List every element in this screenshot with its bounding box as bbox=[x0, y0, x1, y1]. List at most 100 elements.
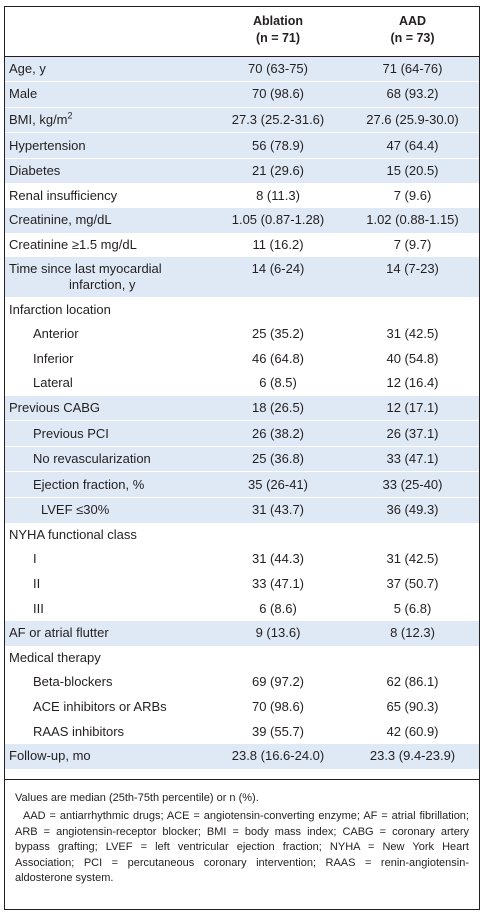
table-row: Age, y 70 (63-75) 71 (64-76) bbox=[5, 56, 479, 82]
cell-aad: 7 (9.6) bbox=[346, 183, 479, 208]
row-label: ACE inhibitors or ARBs bbox=[5, 695, 210, 720]
table-row: AF or atrial flutter 9 (13.6) 8 (12.3) bbox=[5, 621, 479, 646]
table-row: Renal insufficiency 8 (11.3) 7 (9.6) bbox=[5, 183, 479, 208]
cell-ablation: 1.05 (0.87-1.28) bbox=[210, 208, 346, 233]
cell-aad: 12 (17.1) bbox=[346, 396, 479, 421]
row-label: Anterior bbox=[5, 322, 210, 347]
table-row: II 33 (47.1) 37 (50.7) bbox=[5, 572, 479, 597]
row-label: AF or atrial flutter bbox=[5, 621, 210, 646]
cell-aad: 31 (42.5) bbox=[346, 547, 479, 572]
row-label: Diabetes bbox=[5, 158, 210, 183]
header-ablation: Ablation (n = 71) bbox=[210, 7, 346, 56]
row-label: Beta-blockers bbox=[5, 670, 210, 695]
cell-aad: 33 (47.1) bbox=[346, 446, 479, 472]
cell-ablation: 26 (38.2) bbox=[210, 421, 346, 447]
table-footnotes: Values are median (25th-75th percentile)… bbox=[5, 779, 479, 887]
cell-aad: 5 (6.8) bbox=[346, 596, 479, 621]
row-label: Previous CABG bbox=[5, 396, 210, 421]
cell-aad: 33 (25-40) bbox=[346, 472, 479, 498]
row-label: NYHA functional class bbox=[5, 523, 210, 548]
cell-aad: 8 (12.3) bbox=[346, 621, 479, 646]
row-label: Time since last myocardial infarction, y bbox=[5, 257, 210, 297]
table-body: Age, y 70 (63-75) 71 (64-76) Male 70 (98.6)… bbox=[5, 56, 479, 769]
cell-ablation bbox=[210, 297, 346, 322]
cell-ablation: 70 (98.6) bbox=[210, 82, 346, 108]
row-label: II bbox=[5, 572, 210, 597]
header-ablation-label: Ablation bbox=[253, 14, 303, 28]
row-label: RAAS inhibitors bbox=[5, 719, 210, 744]
row-label: Male bbox=[5, 82, 210, 108]
table-row: Creatinine ≥1.5 mg/dL 11 (16.2) 7 (9.7) bbox=[5, 233, 479, 258]
header-aad-n: (n = 73) bbox=[390, 31, 434, 45]
table-row: Previous PCI 26 (38.2) 26 (37.1) bbox=[5, 421, 479, 447]
row-label: Creatinine ≥1.5 mg/dL bbox=[5, 233, 210, 258]
cell-aad: 71 (64-76) bbox=[346, 56, 479, 82]
table-row: BMI, kg/m2 27.3 (25.2-31.6) 27.6 (25.9-30.… bbox=[5, 107, 479, 133]
table-row: ACE inhibitors or ARBs 70 (98.6) 65 (90.3) bbox=[5, 695, 479, 720]
table-row: Infarction location bbox=[5, 297, 479, 322]
table-row: Medical therapy bbox=[5, 646, 479, 671]
row-label: Creatinine, mg/dL bbox=[5, 208, 210, 233]
cell-aad: 62 (86.1) bbox=[346, 670, 479, 695]
cell-ablation: 6 (8.6) bbox=[210, 596, 346, 621]
row-label-superscript: 2 bbox=[68, 111, 73, 121]
table-row: I 31 (44.3) 31 (42.5) bbox=[5, 547, 479, 572]
row-label: No revascularization bbox=[5, 446, 210, 472]
cell-aad: 1.02 (0.88-1.15) bbox=[346, 208, 479, 233]
cell-aad: 7 (9.7) bbox=[346, 233, 479, 258]
baseline-characteristics-table: Ablation (n = 71) AAD (n = 73) Age, y 70 … bbox=[4, 6, 480, 910]
cell-ablation: 70 (63-75) bbox=[210, 56, 346, 82]
row-label: Renal insufficiency bbox=[5, 183, 210, 208]
row-label: Infarction location bbox=[5, 297, 210, 322]
row-label: Follow-up, mo bbox=[5, 744, 210, 769]
data-table: Ablation (n = 71) AAD (n = 73) Age, y 70 … bbox=[5, 7, 479, 769]
table-row: NYHA functional class bbox=[5, 523, 479, 548]
cell-aad bbox=[346, 523, 479, 548]
row-label: I bbox=[5, 547, 210, 572]
cell-aad: 40 (54.8) bbox=[346, 346, 479, 371]
cell-ablation: 6 (8.5) bbox=[210, 371, 346, 396]
cell-ablation: 21 (29.6) bbox=[210, 158, 346, 183]
table-row: Lateral 6 (8.5) 12 (16.4) bbox=[5, 371, 479, 396]
cell-aad: 68 (93.2) bbox=[346, 82, 479, 108]
header-aad-label: AAD bbox=[399, 14, 426, 28]
cell-aad: 27.6 (25.9-30.0) bbox=[346, 107, 479, 133]
cell-ablation: 69 (97.2) bbox=[210, 670, 346, 695]
row-label: Medical therapy bbox=[5, 646, 210, 671]
table-row: Hypertension 56 (78.9) 47 (64.4) bbox=[5, 133, 479, 159]
table-row: LVEF ≤30% 31 (43.7) 36 (49.3) bbox=[5, 498, 479, 523]
cell-ablation: 8 (11.3) bbox=[210, 183, 346, 208]
row-label-text: BMI, kg/m bbox=[9, 112, 68, 127]
table-row: Diabetes 21 (29.6) 15 (20.5) bbox=[5, 158, 479, 183]
table-row: Follow-up, mo 23.8 (16.6-24.0) 23.3 (9.4-2… bbox=[5, 744, 479, 769]
row-label: Inferior bbox=[5, 346, 210, 371]
cell-ablation: 35 (26-41) bbox=[210, 472, 346, 498]
cell-aad: 12 (16.4) bbox=[346, 371, 479, 396]
cell-aad: 23.3 (9.4-23.9) bbox=[346, 744, 479, 769]
header-characteristic bbox=[5, 7, 210, 56]
cell-ablation bbox=[210, 523, 346, 548]
table-row: No revascularization 25 (36.8) 33 (47.1) bbox=[5, 446, 479, 472]
row-label: Lateral bbox=[5, 371, 210, 396]
cell-aad: 37 (50.7) bbox=[346, 572, 479, 597]
row-label: LVEF ≤30% bbox=[5, 498, 210, 523]
table-row: Beta-blockers 69 (97.2) 62 (86.1) bbox=[5, 670, 479, 695]
row-label: Age, y bbox=[5, 56, 210, 82]
row-label-line1: Time since last myocardial bbox=[9, 261, 162, 276]
cell-aad: 26 (37.1) bbox=[346, 421, 479, 447]
cell-ablation: 23.8 (16.6-24.0) bbox=[210, 744, 346, 769]
table-row: RAAS inhibitors 39 (55.7) 42 (60.9) bbox=[5, 719, 479, 744]
cell-ablation: 46 (64.8) bbox=[210, 346, 346, 371]
footnote-values: Values are median (25th-75th percentile)… bbox=[15, 791, 469, 807]
cell-aad bbox=[346, 646, 479, 671]
cell-aad: 36 (49.3) bbox=[346, 498, 479, 523]
header-aad: AAD (n = 73) bbox=[346, 7, 479, 56]
row-label: III bbox=[5, 596, 210, 621]
cell-ablation: 11 (16.2) bbox=[210, 233, 346, 258]
table-row: Previous CABG 18 (26.5) 12 (17.1) bbox=[5, 396, 479, 421]
cell-aad: 47 (64.4) bbox=[346, 133, 479, 159]
cell-ablation: 31 (43.7) bbox=[210, 498, 346, 523]
cell-ablation bbox=[210, 646, 346, 671]
cell-aad bbox=[346, 297, 479, 322]
cell-ablation: 31 (44.3) bbox=[210, 547, 346, 572]
